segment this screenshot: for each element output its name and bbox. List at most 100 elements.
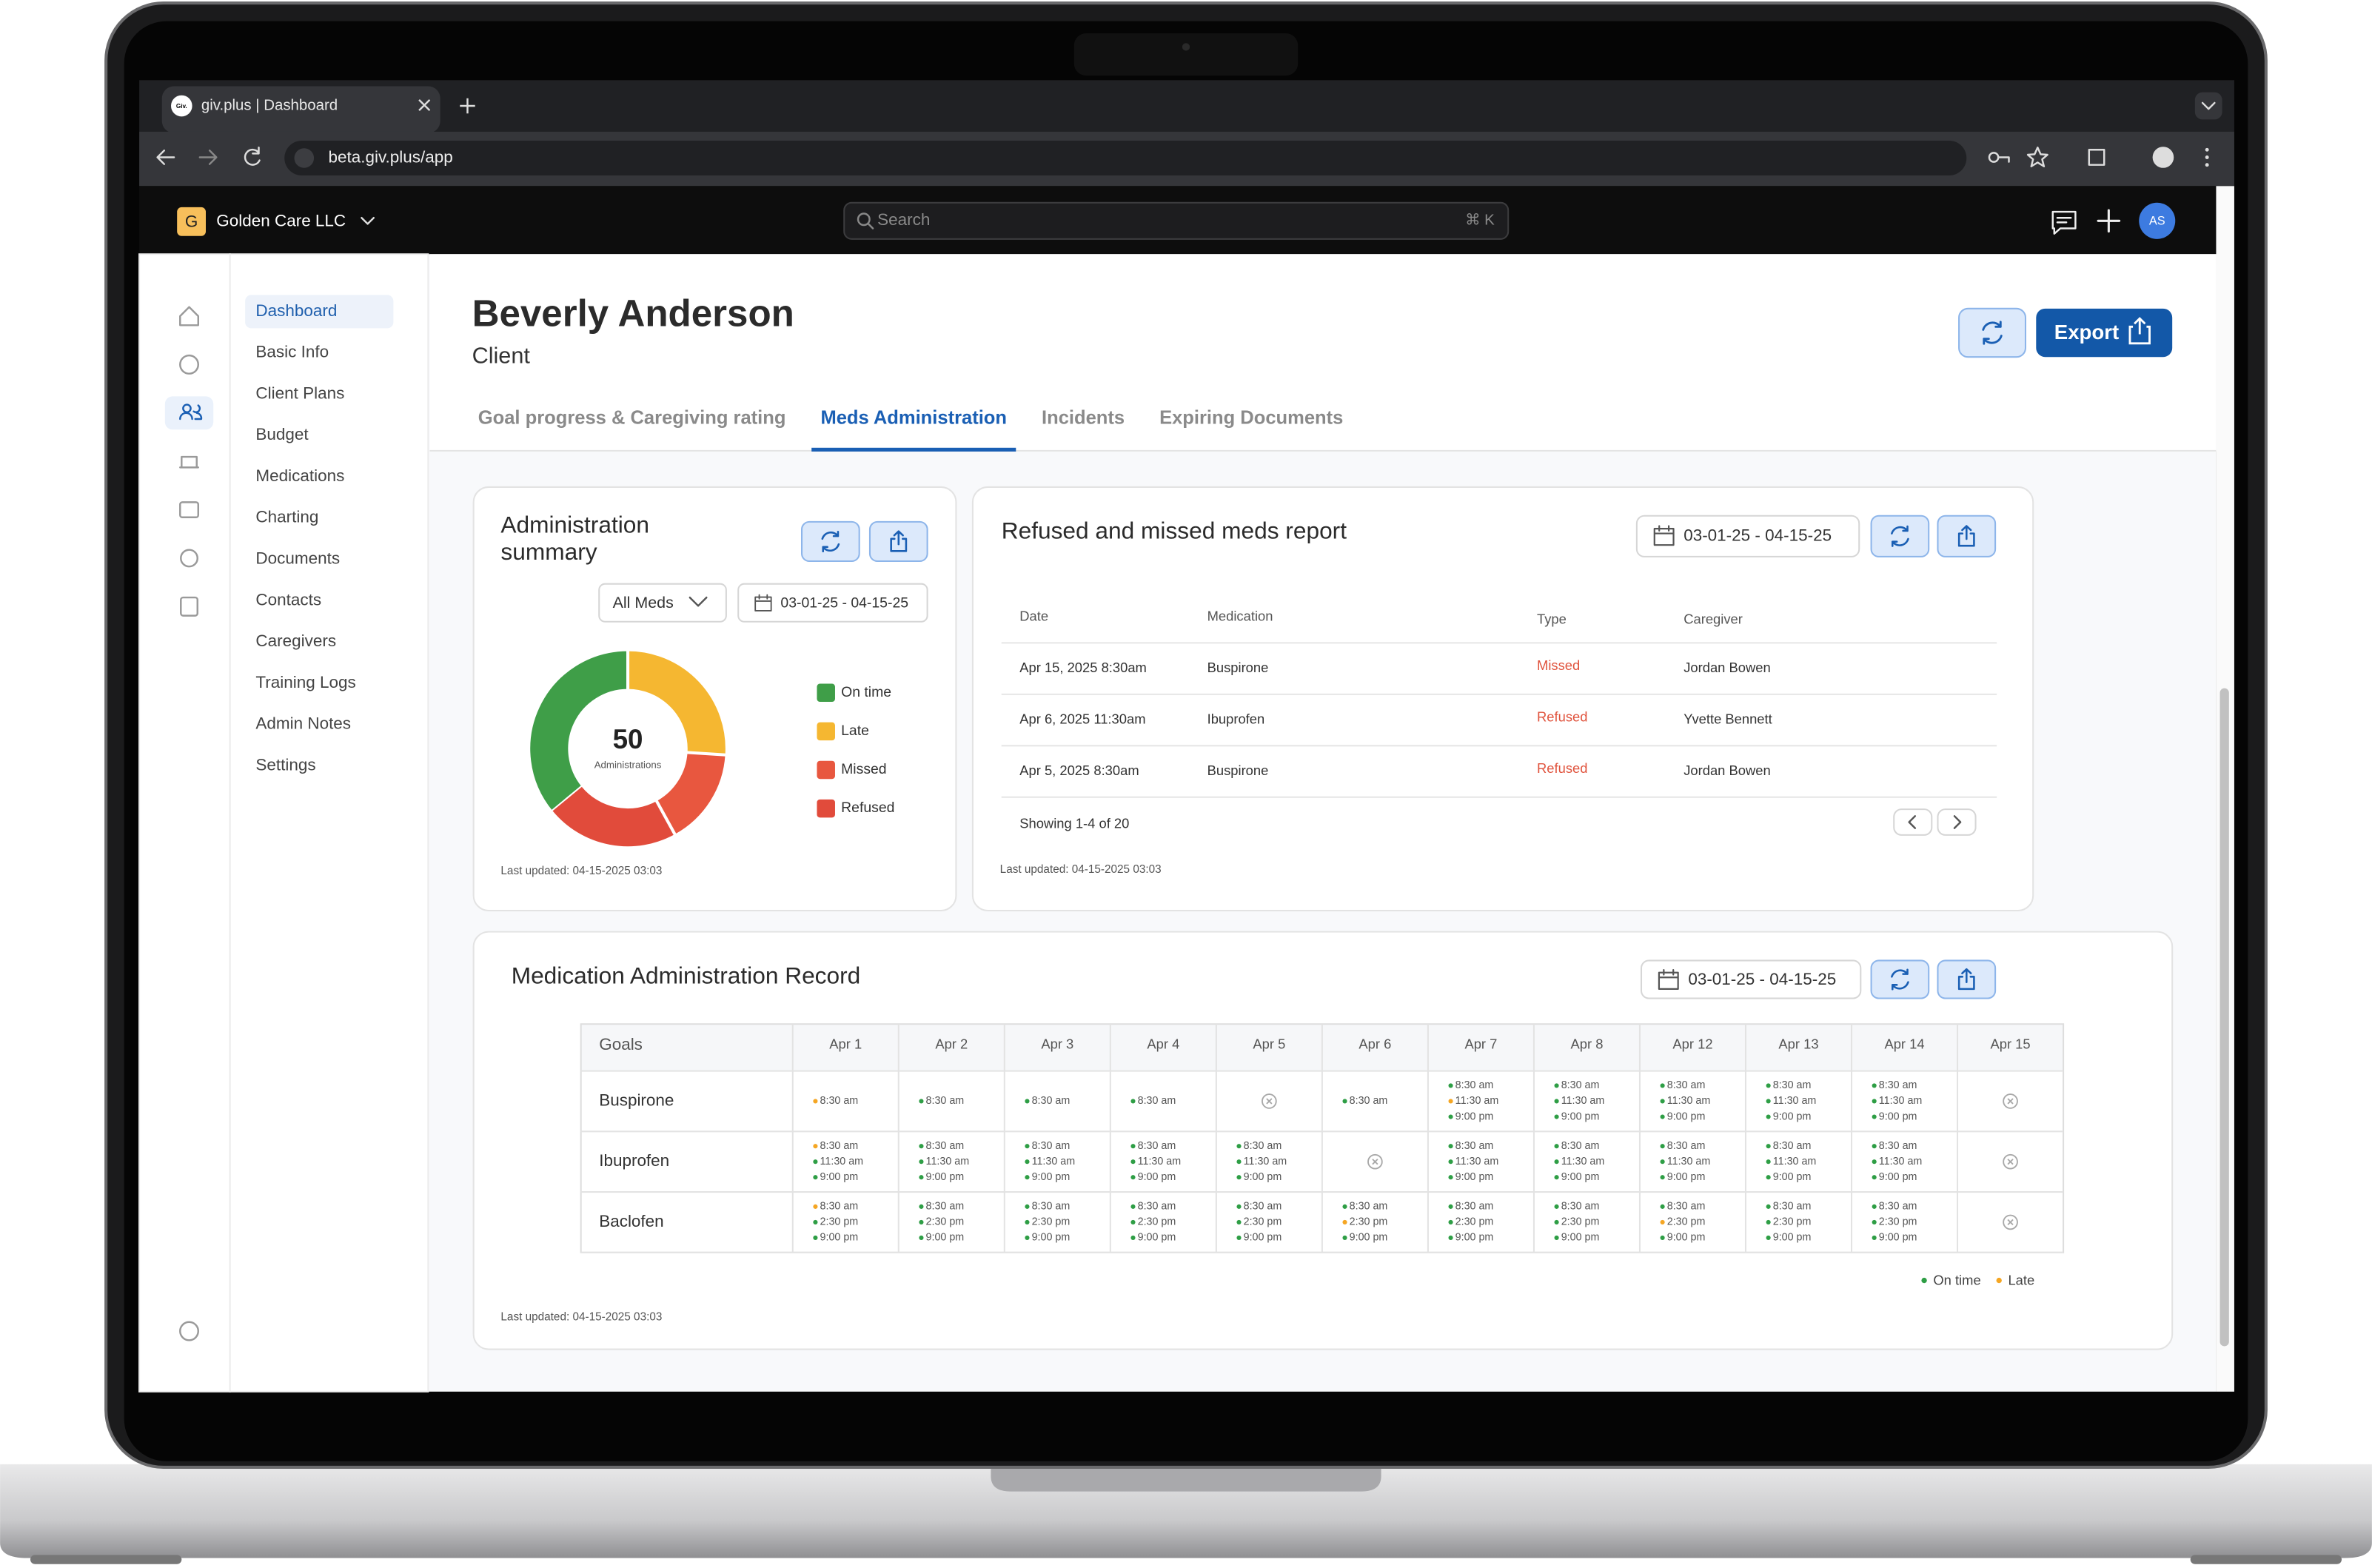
report-title: Refused and missed meds report bbox=[1002, 517, 1347, 544]
address-bar[interactable] bbox=[284, 141, 1967, 176]
refresh-button[interactable] bbox=[801, 520, 860, 563]
nav-item[interactable]: Caregivers bbox=[255, 631, 336, 650]
dose-time: 9:00 pm bbox=[1879, 1171, 1917, 1183]
export-icon bbox=[2128, 317, 2151, 345]
status-dot bbox=[813, 1099, 818, 1104]
nav-item[interactable]: Contacts bbox=[255, 590, 321, 609]
refresh-button[interactable] bbox=[1870, 959, 1930, 999]
dose-time: 8:30 am bbox=[1455, 1201, 1494, 1213]
legend-label: Missed bbox=[841, 761, 886, 777]
tab[interactable]: Expiring Documents bbox=[1159, 408, 1343, 429]
search-box[interactable] bbox=[843, 201, 1510, 240]
url: beta.giv.plus/app bbox=[328, 147, 452, 166]
nav-item[interactable]: Training Logs bbox=[255, 673, 355, 691]
dose-time: 9:00 pm bbox=[1667, 1232, 1706, 1244]
dose-time: 8:30 am bbox=[1667, 1140, 1706, 1152]
table-cell: Apr 6, 2025 11:30am bbox=[1019, 711, 1145, 726]
status-dot bbox=[1236, 1204, 1242, 1209]
nav-item[interactable]: Budget bbox=[255, 425, 309, 443]
site-info[interactable] bbox=[294, 148, 315, 168]
profile-icon[interactable] bbox=[2152, 147, 2174, 168]
nav-item[interactable]: Settings bbox=[255, 755, 315, 774]
notes-icon[interactable] bbox=[180, 596, 198, 617]
summary-title: summary bbox=[500, 538, 597, 565]
tab[interactable]: Meds Administration bbox=[820, 408, 1007, 429]
add-icon[interactable] bbox=[2097, 209, 2121, 233]
status-dot bbox=[1448, 1083, 1453, 1088]
next-page[interactable] bbox=[1937, 808, 1977, 836]
avatar[interactable] bbox=[2139, 202, 2176, 239]
nav-item[interactable]: Documents bbox=[255, 549, 340, 568]
nav-item[interactable]: Charting bbox=[255, 508, 318, 526]
status-dot bbox=[1660, 1175, 1665, 1180]
status-dot bbox=[1554, 1219, 1559, 1224]
dose-time: 9:00 pm bbox=[1455, 1232, 1494, 1244]
nav-item[interactable]: Dashboard bbox=[255, 301, 337, 320]
date-filter[interactable] bbox=[1635, 515, 1860, 557]
dose-time: 8:30 am bbox=[1667, 1079, 1706, 1091]
table-cell: Buspirone bbox=[1207, 763, 1269, 778]
status-dot bbox=[1660, 1114, 1665, 1119]
refresh-button[interactable] bbox=[1958, 307, 2027, 358]
billing-icon[interactable] bbox=[179, 501, 200, 519]
search-icon-handle bbox=[867, 223, 874, 229]
extensions-icon[interactable] bbox=[2088, 149, 2105, 166]
dose-time: 8:30 am bbox=[1138, 1140, 1176, 1152]
dose-time: 8:30 am bbox=[1561, 1201, 1600, 1213]
laptop-base bbox=[0, 1464, 2372, 1558]
report-table: Date Medication Type Caregiver Apr 15, 2025 … bbox=[1001, 608, 1997, 798]
legend-label: On time bbox=[1933, 1272, 1980, 1287]
tab[interactable]: Goal progress & Caregiving rating bbox=[478, 408, 786, 429]
status-dot bbox=[1448, 1159, 1453, 1165]
new-tab[interactable] bbox=[460, 98, 475, 114]
status-dot bbox=[1236, 1159, 1242, 1165]
nav-item[interactable]: Basic Info bbox=[255, 343, 329, 361]
clients-icon[interactable] bbox=[179, 403, 203, 421]
date-filter[interactable] bbox=[737, 583, 928, 623]
dose-time: 8:30 am bbox=[1561, 1140, 1600, 1152]
status-dot bbox=[813, 1175, 818, 1180]
status-dot bbox=[1872, 1144, 1877, 1149]
status-dot bbox=[919, 1235, 924, 1241]
home-icon[interactable] bbox=[179, 306, 200, 326]
dose-time: 11:30 am bbox=[1667, 1156, 1711, 1167]
reports-icon[interactable] bbox=[180, 549, 198, 568]
menu-dot[interactable] bbox=[2205, 147, 2209, 152]
nav-item[interactable]: Admin Notes bbox=[255, 714, 351, 733]
status-dot bbox=[813, 1159, 818, 1165]
table-cell: Buspirone bbox=[1207, 660, 1269, 675]
status-dot bbox=[1448, 1235, 1453, 1241]
goals-icon[interactable] bbox=[179, 354, 200, 375]
status-dot bbox=[1025, 1219, 1030, 1224]
org-chevron[interactable] bbox=[361, 216, 375, 225]
refresh-button[interactable] bbox=[1870, 515, 1930, 557]
back-button[interactable] bbox=[156, 150, 175, 165]
tab-search[interactable] bbox=[2194, 92, 2222, 120]
dose-time: 9:00 pm bbox=[1244, 1232, 1282, 1244]
nav-item[interactable]: Client Plans bbox=[255, 383, 344, 402]
tab-underline bbox=[811, 447, 1016, 452]
scroll-thumb[interactable] bbox=[2219, 688, 2229, 1347]
forward-button[interactable] bbox=[198, 150, 218, 165]
dose-time: 9:00 pm bbox=[1244, 1171, 1282, 1183]
tab[interactable]: Incidents bbox=[1042, 408, 1125, 429]
tab-close[interactable] bbox=[418, 98, 431, 112]
med-filter[interactable] bbox=[598, 583, 727, 623]
dose-time: 11:30 am bbox=[1561, 1156, 1605, 1167]
column-header: Apr 12 bbox=[1672, 1036, 1712, 1052]
date-filter[interactable] bbox=[1640, 959, 1862, 999]
org-name[interactable]: Golden Care LLC bbox=[216, 211, 346, 229]
care-icon[interactable] bbox=[179, 455, 200, 469]
messages-icon[interactable] bbox=[2051, 210, 2077, 235]
chevron-right bbox=[1953, 815, 1962, 829]
bookmark-icon[interactable] bbox=[2026, 146, 2048, 167]
reload-button[interactable] bbox=[244, 146, 261, 166]
dose-time: 2:30 pm bbox=[1138, 1216, 1176, 1228]
tabs: Goal progress & Caregiving rating Meds Ad… bbox=[478, 408, 1343, 452]
help-icon[interactable] bbox=[179, 1321, 200, 1341]
nav-item[interactable]: Medications bbox=[255, 466, 344, 485]
prev-page[interactable] bbox=[1893, 808, 1933, 836]
browser-tab[interactable] bbox=[161, 86, 440, 133]
column-header: Apr 3 bbox=[1041, 1036, 1073, 1052]
laptop-notch bbox=[991, 1464, 1381, 1492]
